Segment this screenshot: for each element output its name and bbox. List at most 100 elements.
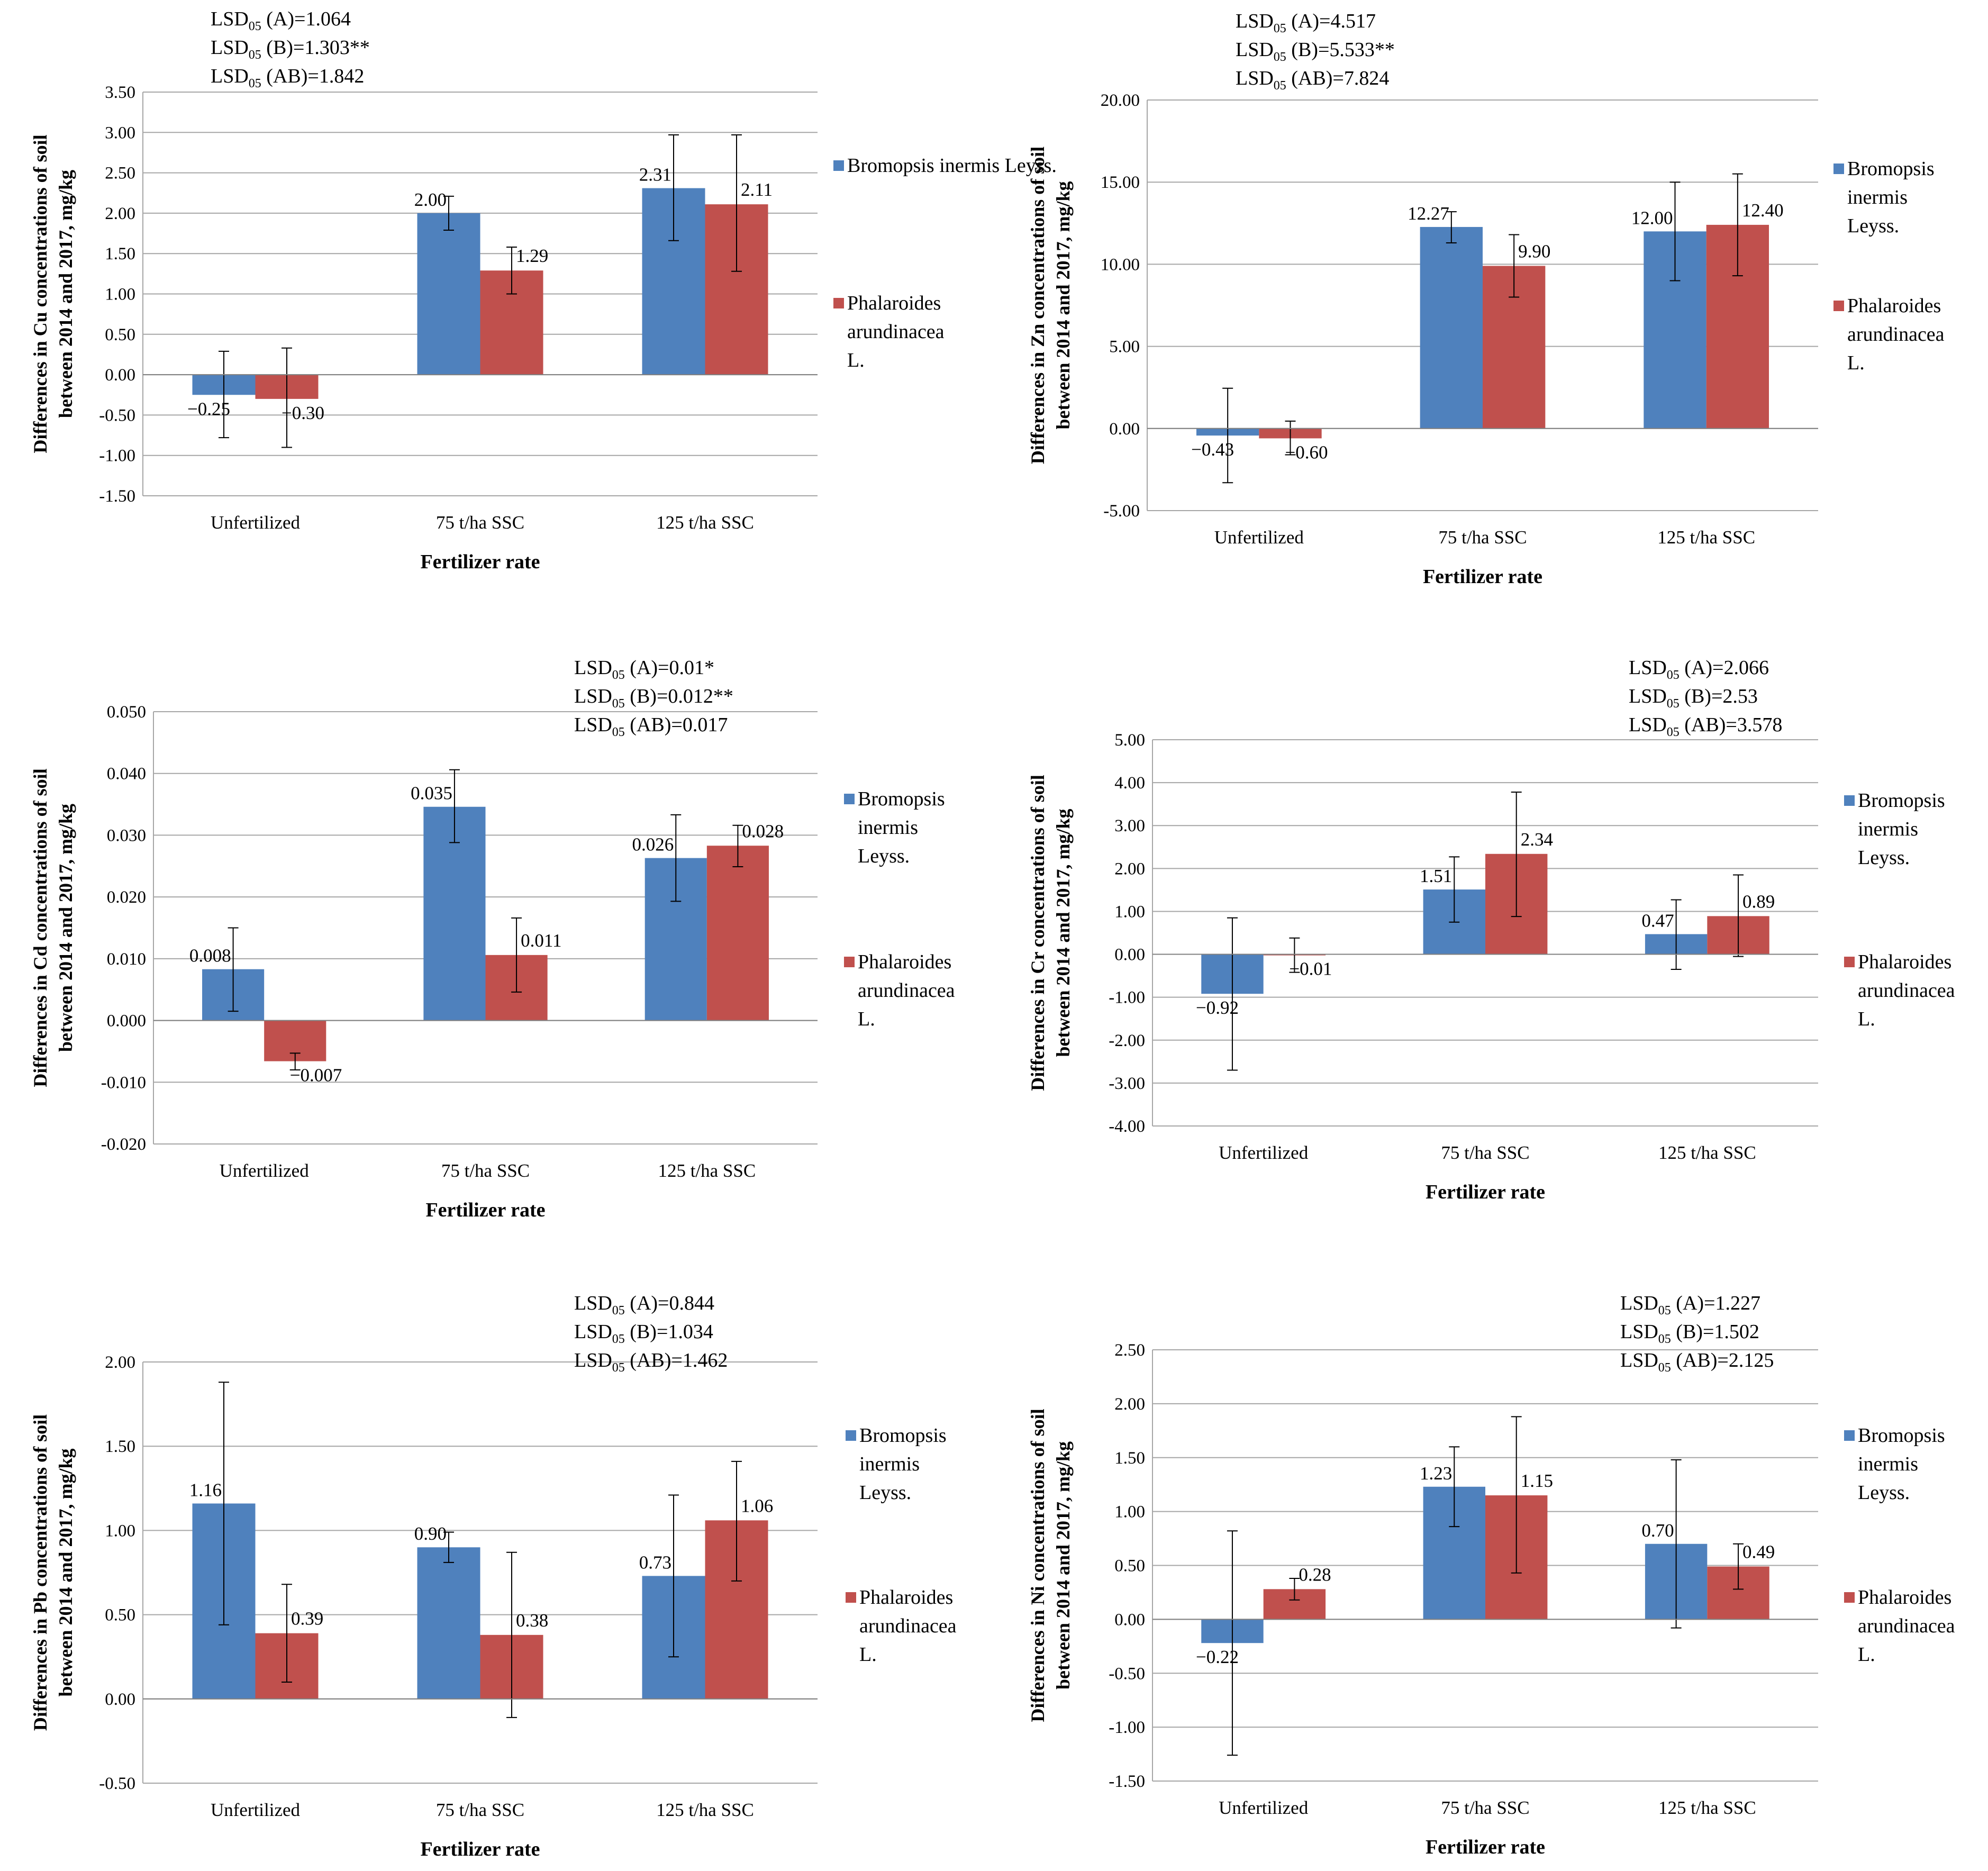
y-tick-label: -5.00 <box>1103 502 1140 521</box>
lsd-prefix: LSD <box>1629 685 1667 707</box>
lsd-value: (AB)=1.462 <box>625 1349 728 1372</box>
data-label: −0.22 <box>1196 1647 1239 1667</box>
lsd-subscript: 05 <box>612 1304 625 1318</box>
x-tick-label: 75 t/ha SSC <box>441 1160 530 1181</box>
x-tick-label: 125 t/ha SSC <box>1658 1797 1756 1818</box>
x-axis-title: Fertilizer rate <box>1426 1181 1545 1203</box>
y-tick-label: 1.00 <box>1114 1503 1145 1522</box>
y-tick-label: 0.050 <box>107 703 146 722</box>
y-axis-title: between 2014 and 2017, mg/kg <box>1052 809 1074 1057</box>
lsd-annotation: LSD05 (A)=1.227 <box>1620 1292 1760 1318</box>
lsd-annotation: LSD05 (B)=5.533** <box>1236 39 1395 64</box>
lsd-annotation: LSD05 (B)=1.502 <box>1620 1321 1759 1346</box>
data-label: −0.007 <box>290 1065 342 1086</box>
lsd-subscript: 05 <box>249 20 261 33</box>
lsd-value: (B)=1.303** <box>261 37 370 59</box>
y-tick-label: 1.50 <box>1114 1449 1145 1468</box>
y-tick-label: 15.00 <box>1101 173 1140 192</box>
x-axis-title: Fertilizer rate <box>1426 1836 1545 1858</box>
legend-label: Bromopsis <box>858 788 945 810</box>
y-tick-label: -1.00 <box>99 447 135 466</box>
y-tick-label: 1.00 <box>105 285 135 304</box>
x-tick-label: 75 t/ha SSC <box>1438 527 1527 548</box>
y-tick-label: -1.50 <box>99 487 135 506</box>
lsd-subscript: 05 <box>1274 50 1286 64</box>
legend-swatch-1 <box>833 160 844 171</box>
chart-panel-2: -5.00 0.00 5.00 10.00 15.00 20.00 −0.43 12.27 12… <box>1027 10 1945 588</box>
legend-label: arundinacea <box>1858 1615 1955 1637</box>
lsd-value: (AB)=2.125 <box>1671 1349 1774 1372</box>
y-tick-label: -2.00 <box>1109 1031 1145 1050</box>
data-label: 12.27 <box>1408 203 1449 224</box>
lsd-value: (A)=0.844 <box>625 1292 714 1314</box>
y-axis-title: Differences in Pb concentrations of soil <box>30 1414 51 1731</box>
lsd-subscript: 05 <box>612 668 625 682</box>
legend-swatch-2 <box>1844 957 1855 967</box>
x-tick-label: Unfertilized <box>220 1160 310 1181</box>
x-tick-label: 125 t/ha SSC <box>656 512 754 533</box>
x-tick-label: 125 t/ha SSC <box>1657 527 1755 548</box>
data-label: 0.49 <box>1742 1542 1775 1563</box>
y-tick-label: 0.010 <box>107 950 146 969</box>
lsd-annotation: LSD05 (AB)=3.578 <box>1629 714 1782 739</box>
lsd-annotation: LSD05 (B)=1.303** <box>211 37 370 62</box>
x-tick-label: Unfertilized <box>211 1800 301 1820</box>
data-label: 1.16 <box>189 1479 222 1500</box>
lsd-prefix: LSD <box>211 37 249 59</box>
data-label: 0.035 <box>411 783 452 804</box>
legend-label: L. <box>847 349 865 371</box>
y-tick-label: 0.50 <box>105 325 135 344</box>
data-label: 1.23 <box>1420 1463 1452 1484</box>
y-tick-label: 20.00 <box>1101 91 1140 110</box>
y-tick-label: 3.00 <box>105 123 135 142</box>
y-tick-label: 3.00 <box>1114 816 1145 835</box>
data-label: 2.11 <box>741 179 773 200</box>
x-tick-label: 75 t/ha SSC <box>436 512 524 533</box>
lsd-prefix: LSD <box>1236 39 1274 61</box>
y-tick-label: 1.00 <box>105 1521 135 1540</box>
y-tick-label: 2.00 <box>105 1353 135 1372</box>
x-tick-label: Unfertilized <box>1219 1142 1309 1163</box>
bar-series1-cat2 <box>417 1547 480 1699</box>
legend-label: Phalaroides <box>859 1586 953 1609</box>
lsd-value: (AB)=7.824 <box>1286 67 1390 89</box>
lsd-annotation: LSD05 (A)=2.066 <box>1629 657 1769 682</box>
y-tick-label: -1.50 <box>1109 1772 1145 1791</box>
data-label: 1.51 <box>1420 866 1452 886</box>
chart-panel-6: -1.50 -1.00 -0.50 0.00 0.50 1.00 1.50 2.00 2.50 −… <box>1027 1292 1955 1858</box>
data-label: −0.25 <box>187 398 230 419</box>
y-axis-title: between 2014 and 2017, mg/kg <box>55 170 76 418</box>
lsd-annotation: LSD05 (A)=0.01* <box>574 657 714 682</box>
lsd-prefix: LSD <box>574 1321 612 1343</box>
lsd-annotation: LSD05 (A)=4.517 <box>1236 10 1376 35</box>
y-tick-label: 2.50 <box>105 164 135 183</box>
bar-series1-cat2 <box>417 213 480 375</box>
lsd-value: (A)=0.01* <box>625 657 714 679</box>
lsd-annotation: LSD05 (A)=0.844 <box>574 1292 714 1318</box>
data-label: 0.90 <box>414 1523 447 1544</box>
legend-swatch-1 <box>1844 1430 1855 1441</box>
y-tick-label: 5.00 <box>1114 731 1145 750</box>
data-label: 0.47 <box>1641 910 1674 931</box>
y-axis-title: Differences in Zn concentrations of soil <box>1027 147 1048 464</box>
lsd-subscript: 05 <box>1667 668 1680 682</box>
lsd-prefix: LSD <box>211 8 249 30</box>
legend-label: inermis <box>1858 818 1918 840</box>
lsd-prefix: LSD <box>1236 10 1274 32</box>
y-tick-label: 0.00 <box>1114 1610 1145 1629</box>
lsd-value: (A)=1.064 <box>261 8 351 30</box>
y-tick-label: 0.030 <box>107 826 146 845</box>
lsd-prefix: LSD <box>574 1349 612 1372</box>
legend-label: inermis <box>859 1453 920 1475</box>
lsd-prefix: LSD <box>1629 714 1667 736</box>
y-tick-label: 1.50 <box>105 244 135 264</box>
x-tick-label: 75 t/ha SSC <box>436 1800 524 1820</box>
legend-label: Phalaroides <box>858 951 951 973</box>
data-label: −0.01 <box>1289 958 1332 979</box>
legend-swatch-2 <box>846 1592 856 1603</box>
lsd-subscript: 05 <box>612 1332 625 1346</box>
legend-label: Phalaroides <box>1858 1586 1951 1609</box>
lsd-value: (B)=0.012** <box>625 685 733 707</box>
legend-swatch-2 <box>844 957 855 967</box>
